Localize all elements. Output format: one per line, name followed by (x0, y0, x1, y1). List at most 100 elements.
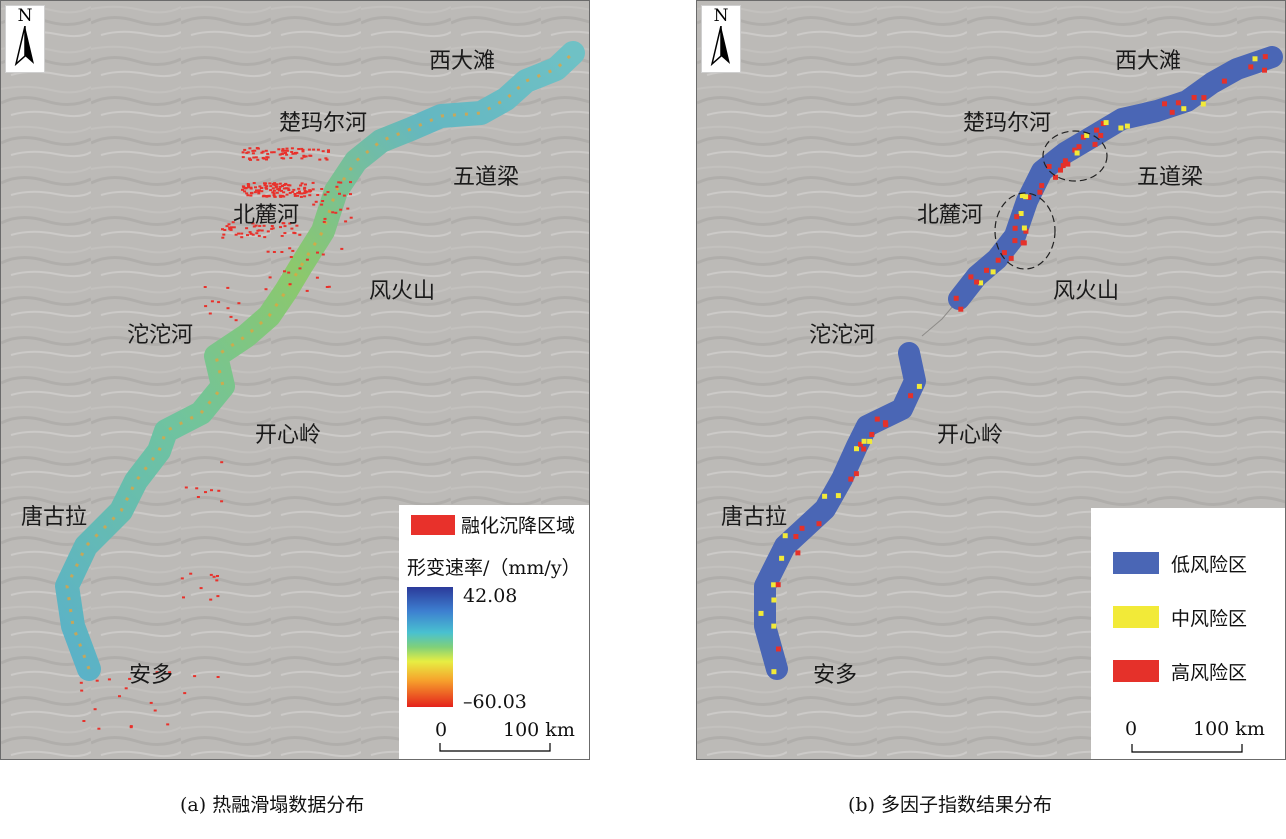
subsidence-point (241, 156, 245, 159)
place-label-anduo: 安多 (129, 663, 174, 688)
risk-cell (1175, 100, 1181, 106)
risk-cell (995, 257, 1001, 263)
risk-cell (1014, 214, 1020, 220)
risk-cell (1080, 134, 1086, 140)
subsidence-point (223, 229, 227, 231)
risk-cell (1252, 56, 1258, 62)
subsidence-point (284, 152, 287, 154)
subsidence-point (244, 186, 248, 189)
risk-cell (1058, 167, 1063, 173)
subsidence-point (183, 692, 187, 695)
place-label-tuotuohe: 沱沱河 (127, 323, 194, 348)
subsidence-point (270, 151, 274, 154)
subsidence-point (227, 223, 231, 226)
place-label-anduo: 安多 (813, 663, 858, 688)
subsidence-point (298, 233, 302, 236)
subsidence-point (303, 195, 307, 198)
subsidence-point (301, 148, 305, 151)
risk-cell (1100, 121, 1106, 127)
north-arrow-icon (14, 26, 34, 66)
subsidence-point (264, 182, 268, 185)
subsidence-point (264, 149, 268, 152)
subsidence-point (322, 220, 326, 223)
highlight-circle-wudaoliang (1042, 130, 1108, 182)
subsidence-point (261, 150, 265, 153)
subsidence-point (260, 186, 264, 189)
subsidence-point (315, 276, 319, 279)
subsidence-point (255, 232, 259, 235)
subsidence-point (260, 190, 264, 193)
subsidence-point (249, 158, 252, 161)
risk-cell (916, 383, 922, 389)
subsidence-point (241, 188, 244, 191)
place-label-chumaerhe: 楚玛尔河 (963, 111, 1052, 136)
subsidence-point (304, 183, 307, 186)
scale-bar (439, 743, 551, 752)
subsidence-point (303, 190, 307, 192)
subsidence-point (323, 193, 327, 196)
risk-cell (1094, 127, 1100, 133)
subsidence-point (129, 725, 133, 728)
subsidence-point (285, 193, 289, 196)
subsidence-point (291, 152, 295, 155)
subsidence-point (254, 224, 258, 227)
subsidence-point (269, 189, 273, 192)
risk-cell (958, 306, 964, 312)
risk-cell (1248, 64, 1254, 70)
subsidence-point (278, 185, 282, 188)
subsidence-point (266, 152, 270, 155)
subsidence-point (308, 189, 312, 192)
subsidence-point (95, 679, 99, 682)
subsidence-point (229, 315, 233, 318)
risk-cell (853, 471, 859, 477)
subsidence-point (302, 192, 306, 195)
subsidence-point (246, 151, 250, 154)
railway-corridor (55, 41, 585, 681)
subsidence-point (283, 270, 286, 273)
subsidence-point (180, 577, 184, 580)
subsidence-point (257, 190, 261, 193)
risk-cell (978, 280, 984, 286)
subsidence-point (346, 207, 350, 210)
subsidence-point (278, 187, 281, 190)
subsidence-point (288, 191, 292, 194)
place-label-fenghuoshan: 风火山 (369, 279, 436, 304)
subsidence-point (293, 232, 297, 235)
caption-b: (b) 多因子指数结果分布 (848, 794, 1053, 816)
risk-cell (835, 493, 841, 499)
subsidence-point (241, 151, 245, 154)
subsidence-point (288, 283, 292, 286)
risk-cell (771, 582, 777, 588)
subsidence-point (327, 149, 330, 152)
subsidence-point (280, 185, 284, 187)
risk-cell (867, 438, 873, 444)
highlight-circle-beiluhe (994, 192, 1056, 270)
risk-cell (1201, 95, 1207, 101)
subsidence-point (204, 305, 208, 308)
subsidence-point (302, 155, 306, 158)
subsidence-point (264, 186, 268, 189)
legend-subsidence-label: 融化沉降区域 (461, 515, 576, 537)
subsidence-point (184, 486, 188, 489)
subsidence-point (209, 573, 213, 576)
subsidence-point (208, 312, 212, 315)
risk-cell (984, 267, 989, 273)
subsidence-point (274, 186, 278, 189)
subsidence-point (254, 156, 258, 159)
subsidence-point (296, 191, 300, 194)
subsidence-point (240, 236, 244, 239)
place-label-wudaoliang: 五道梁 (453, 165, 520, 190)
subsidence-point (282, 191, 286, 194)
subsidence-point (97, 727, 101, 730)
subsidence-point (286, 187, 290, 190)
risk-cell (1065, 161, 1071, 167)
subsidence-point (248, 147, 252, 150)
subsidence-point (298, 192, 302, 195)
subsidence-point (300, 192, 304, 195)
subsidence-point (287, 189, 291, 191)
subsidence-swatch (411, 515, 455, 535)
risk-cell (782, 533, 788, 539)
subsidence-point (300, 157, 304, 160)
subsidence-point (293, 152, 297, 155)
legend-rate-title: 形变速率/（mm/y） (407, 557, 581, 579)
